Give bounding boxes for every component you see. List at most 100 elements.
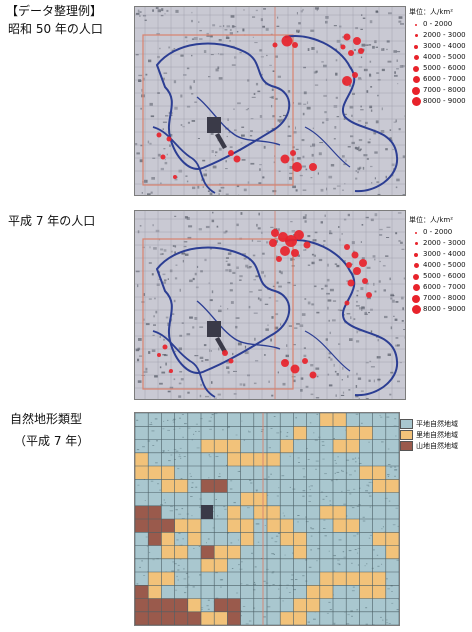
population-dot xyxy=(346,262,352,268)
terrain-cell-satochi xyxy=(161,479,175,493)
legend-dot xyxy=(414,44,418,49)
legend-entry: 0 - 2000 xyxy=(409,19,466,30)
terrain-cell-mountain xyxy=(135,519,149,533)
legend-entry: 5000 - 6000 xyxy=(409,63,466,74)
terrain-cell-satochi xyxy=(240,532,254,546)
population-dot xyxy=(303,241,311,249)
terrain-cell-satochi xyxy=(227,505,241,520)
legend-entry: 5000 - 6000 xyxy=(409,271,466,282)
terrain-cell-satochi xyxy=(319,572,333,586)
legend-entry: 8000 - 9000 xyxy=(409,96,466,107)
terrain-cell-satochi xyxy=(333,439,347,453)
legend-dot xyxy=(413,263,419,268)
map3-canvas xyxy=(135,413,399,625)
terrain-cell-satochi xyxy=(372,466,386,480)
terrain-cell-mountain xyxy=(148,598,162,612)
legend-label: 5000 - 6000 xyxy=(423,64,466,72)
panel1-title: 昭和 50 年の人口 xyxy=(8,22,103,36)
terrain-legend-label: 山地自然地域 xyxy=(416,441,458,450)
terrain-cell-satochi xyxy=(253,505,267,520)
legend-dot xyxy=(412,294,420,303)
population-dot xyxy=(366,292,372,298)
terrain-cell-satochi xyxy=(214,545,228,559)
population-dot xyxy=(272,42,278,48)
legend-entry: 0 - 2000 xyxy=(409,227,466,238)
legend-unit: 単位：人/km² xyxy=(409,216,454,224)
terrain-cell-mountain xyxy=(135,585,149,599)
population-dot xyxy=(343,33,351,41)
population-dot xyxy=(342,76,352,86)
population-dot xyxy=(344,300,350,306)
terrain-cell-satochi xyxy=(161,572,175,586)
terrain-cell-satochi xyxy=(293,611,307,625)
legend-dot xyxy=(412,284,420,291)
population-dot xyxy=(222,350,228,356)
terrain-cell-satochi xyxy=(385,532,399,546)
terrain-cell-satochi xyxy=(346,572,360,586)
population-dot xyxy=(276,256,282,262)
terrain-cell-satochi xyxy=(227,439,241,453)
terrain-cell-mountain xyxy=(135,598,149,612)
terrain-cell-satochi xyxy=(187,519,201,533)
legend-label: 3000 - 4000 xyxy=(423,250,466,258)
terrain-cell-satochi xyxy=(359,426,373,440)
legend-label: 7000 - 8000 xyxy=(423,86,466,94)
urban-block xyxy=(207,117,221,133)
terrain-cell-satochi xyxy=(253,492,267,506)
terrain-cell-mountain xyxy=(201,479,215,493)
terrain-cell-mountain xyxy=(148,505,162,520)
terrain-swatch xyxy=(400,429,413,440)
legend-label: 8000 - 9000 xyxy=(423,97,466,105)
terrain-cell-mountain xyxy=(148,611,162,625)
terrain-cell-mountain xyxy=(135,505,149,520)
terrain-cell-satochi xyxy=(227,545,241,559)
urban-block xyxy=(207,321,221,337)
population-dot xyxy=(347,279,355,287)
legend-dot xyxy=(414,252,418,257)
terrain-cell-satochi xyxy=(148,585,162,599)
population-dot xyxy=(362,278,368,284)
terrain-cell-satochi xyxy=(174,479,188,493)
legend-entry: 7000 - 8000 xyxy=(409,293,466,304)
population-dot xyxy=(173,175,177,179)
terrain-cell-mountain xyxy=(227,611,241,625)
terrain-cell-mountain xyxy=(161,598,175,612)
legend-label: 2000 - 3000 xyxy=(423,239,466,247)
terrain-cell-satochi xyxy=(174,545,188,559)
terrain-cell-satochi xyxy=(214,611,228,625)
terrain-cell-satochi xyxy=(267,505,281,520)
terrain-cell-satochi xyxy=(227,452,241,467)
terrain-legend: 平地自然地域 里地自然地域 山地自然地域 xyxy=(400,418,458,451)
terrain-cell-satochi xyxy=(240,519,254,533)
terrain-cell-mountain xyxy=(148,519,162,533)
population-dot xyxy=(353,267,361,275)
terrain-cell-satochi xyxy=(214,439,228,453)
terrain-cell-mountain xyxy=(187,611,201,625)
legend-dot xyxy=(414,242,418,245)
terrain-cell-satochi xyxy=(174,519,188,533)
legend-entry: 6000 - 7000 xyxy=(409,282,466,293)
legend-label: 7000 - 8000 xyxy=(423,294,466,302)
terrain-cell-mountain xyxy=(161,519,175,533)
legend-entry: 8000 - 9000 xyxy=(409,304,466,315)
terrain-cell-satochi xyxy=(293,598,307,612)
terrain-type-map xyxy=(134,412,400,626)
population-dot xyxy=(233,155,241,163)
terrain-cell-satochi xyxy=(359,572,373,586)
map1-canvas xyxy=(135,7,405,195)
terrain-cell-satochi xyxy=(333,572,347,586)
legend-label: 3000 - 4000 xyxy=(423,42,466,50)
population-dot xyxy=(157,353,161,357)
terrain-cell-satochi xyxy=(148,466,162,480)
legend-entry: 4000 - 5000 xyxy=(409,260,466,271)
population-dot xyxy=(294,230,304,240)
legend-label: 5000 - 6000 xyxy=(423,272,466,280)
terrain-cell-satochi xyxy=(333,505,347,520)
terrain-cell-satochi xyxy=(359,585,373,599)
legend-dot xyxy=(413,65,419,72)
legend-dot xyxy=(413,55,419,60)
terrain-cell-satochi xyxy=(280,439,294,453)
population-dot xyxy=(359,259,367,267)
legend-entry: 3000 - 4000 xyxy=(409,249,466,260)
population-dot xyxy=(352,72,358,78)
